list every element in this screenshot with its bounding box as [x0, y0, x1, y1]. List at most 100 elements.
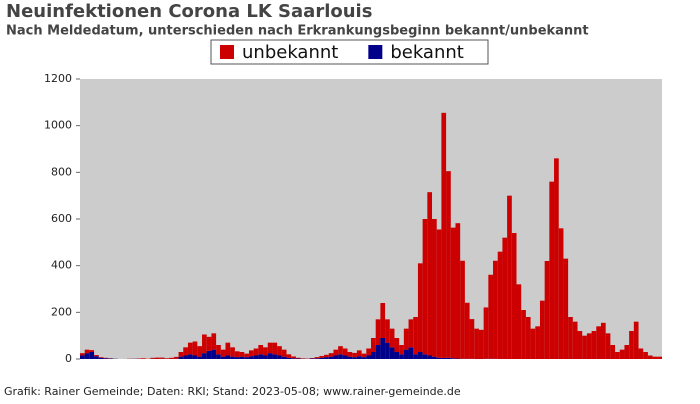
bar — [141, 358, 146, 359]
bar — [563, 259, 568, 359]
bar — [578, 331, 583, 359]
bar — [235, 351, 240, 357]
bar — [94, 355, 99, 356]
bar — [639, 349, 644, 360]
bar — [258, 354, 263, 359]
bar — [235, 357, 240, 359]
bar — [657, 357, 662, 359]
bar — [394, 352, 399, 359]
bar — [437, 358, 442, 359]
bar — [169, 358, 174, 359]
bar — [352, 357, 357, 359]
bar — [338, 346, 343, 354]
bar — [207, 337, 212, 351]
bar — [99, 357, 104, 358]
bar — [507, 196, 512, 359]
bar — [352, 353, 357, 357]
bar — [230, 357, 235, 359]
bar — [418, 263, 423, 352]
bar — [385, 343, 390, 359]
bar — [244, 354, 249, 358]
bar — [413, 354, 418, 359]
bar — [479, 330, 484, 359]
bar — [268, 343, 273, 354]
bar — [409, 347, 414, 359]
bar — [610, 345, 615, 359]
bar — [258, 345, 263, 354]
bar — [282, 350, 287, 357]
bar — [568, 317, 573, 359]
bar — [460, 261, 465, 359]
bar — [624, 345, 629, 359]
bar — [319, 358, 324, 359]
bar — [333, 356, 338, 360]
bar — [437, 230, 442, 358]
bar — [348, 352, 353, 357]
bar — [99, 358, 104, 359]
bar — [291, 356, 296, 358]
y-tick-label: 600 — [51, 212, 72, 225]
bar — [282, 357, 287, 359]
bar — [272, 354, 277, 359]
bar — [413, 317, 418, 354]
bar — [451, 358, 456, 359]
bar — [418, 352, 423, 359]
bar — [371, 352, 376, 359]
bar — [394, 338, 399, 352]
bar — [545, 261, 550, 359]
bar — [362, 354, 367, 358]
bar — [455, 223, 460, 358]
y-tick-label: 0 — [65, 352, 72, 365]
bar — [404, 350, 409, 359]
bar — [423, 354, 428, 359]
legend-label: unbekannt — [242, 42, 338, 63]
bar — [470, 319, 475, 359]
bar — [155, 358, 160, 359]
bar — [554, 158, 559, 359]
bar — [202, 353, 207, 359]
bar — [202, 335, 207, 354]
bar — [197, 357, 202, 359]
bar — [629, 331, 634, 359]
bar — [366, 349, 371, 356]
bar — [188, 354, 193, 359]
bar — [197, 346, 202, 357]
bar — [573, 322, 578, 359]
bar — [80, 353, 85, 355]
bar — [277, 356, 282, 360]
bar — [211, 333, 216, 349]
bar — [85, 350, 90, 354]
y-tick-label: 400 — [51, 259, 72, 272]
bar — [272, 343, 277, 355]
bar — [517, 284, 522, 359]
bar — [249, 350, 254, 356]
plot-background — [80, 79, 662, 359]
bar — [366, 356, 371, 360]
bar — [432, 357, 437, 359]
bar — [296, 358, 301, 359]
bar — [263, 347, 268, 355]
bar — [540, 301, 545, 359]
bar — [582, 336, 587, 359]
bar — [329, 357, 334, 359]
bar — [244, 357, 249, 359]
bar — [183, 347, 188, 355]
bar — [240, 352, 245, 357]
bar — [404, 329, 409, 350]
bar — [465, 303, 470, 359]
bar — [653, 357, 658, 359]
y-tick-label: 1000 — [44, 119, 72, 132]
bar — [183, 356, 188, 360]
bar — [357, 356, 362, 359]
bar — [474, 329, 479, 359]
bar — [620, 350, 625, 359]
bar — [502, 238, 507, 359]
bar — [254, 349, 259, 356]
bar — [287, 358, 292, 359]
bar — [287, 354, 292, 358]
bar — [376, 345, 381, 359]
bar — [498, 252, 503, 359]
y-tick-label: 1200 — [44, 72, 72, 85]
